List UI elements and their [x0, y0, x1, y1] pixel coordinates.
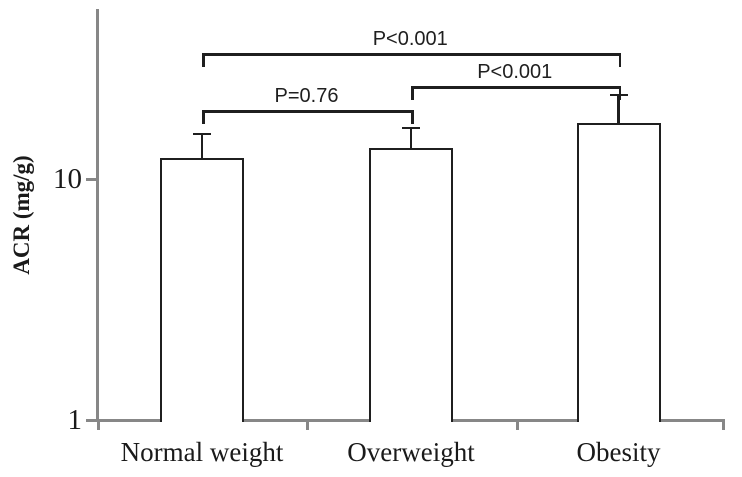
- y-tick-label-10: 10: [53, 163, 82, 195]
- bracket-normal-weight-vs-overweight-line: [202, 110, 414, 113]
- x-axis-tick: [96, 419, 100, 430]
- bracket-normal-weight-vs-overweight-left-tick: [202, 110, 205, 124]
- y-axis-tick: [86, 177, 96, 181]
- bar-obesity: [576, 122, 661, 422]
- p-value-label-2: P<0.001: [477, 61, 553, 83]
- error-bar-cap-normal-weight: [193, 132, 211, 136]
- bracket-normal-weight-vs-obesity-left-tick: [202, 53, 205, 67]
- x-category-label-obesity: Obesity: [576, 437, 661, 467]
- bracket-normal-weight-vs-obesity-right-tick: [618, 53, 621, 67]
- y-axis-tick: [86, 418, 96, 422]
- y-tick-label-1: 1: [67, 404, 83, 436]
- bar-normal-weight: [160, 158, 244, 422]
- x-axis-tick: [721, 419, 725, 430]
- error-bar-line-overweight: [409, 127, 413, 148]
- error-bar-line-normal-weight: [200, 133, 204, 159]
- bracket-normal-weight-vs-obesity-line: [202, 53, 621, 56]
- p-value-label-1: P<0.001: [372, 28, 448, 50]
- error-bar-cap-overweight: [402, 126, 420, 130]
- x-axis-tick: [515, 419, 519, 430]
- bracket-overweight-vs-obesity-left-tick: [411, 86, 414, 100]
- x-category-label-overweight: Overweight: [347, 437, 475, 467]
- bracket-normal-weight-vs-overweight-right-tick: [411, 110, 414, 124]
- y-axis-line: [96, 9, 99, 422]
- bracket-overweight-vs-obesity-line: [411, 86, 621, 89]
- error-bar-line-obesity: [617, 95, 620, 123]
- x-category-label-normal-weight: Normal weight: [120, 437, 284, 467]
- bar-overweight: [369, 147, 453, 422]
- p-value-label-3: P=0.76: [274, 85, 339, 107]
- x-axis-tick: [305, 419, 309, 430]
- bracket-overweight-vs-obesity-right-tick: [618, 86, 621, 100]
